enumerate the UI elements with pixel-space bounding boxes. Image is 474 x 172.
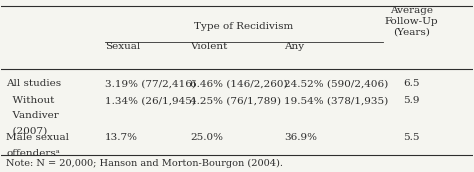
Text: 3.19% (77/2,416): 3.19% (77/2,416) — [105, 79, 196, 88]
Text: 36.9%: 36.9% — [284, 133, 317, 142]
Text: Note: N = 20,000; Hanson and Morton-Bourgon (2004).: Note: N = 20,000; Hanson and Morton-Bour… — [6, 159, 283, 168]
Text: 25.0%: 25.0% — [190, 133, 223, 142]
Text: 6.46% (146/2,260): 6.46% (146/2,260) — [190, 79, 288, 88]
Text: (2007): (2007) — [6, 127, 47, 136]
Text: 5.9: 5.9 — [403, 96, 419, 105]
Text: 24.52% (590/2,406): 24.52% (590/2,406) — [284, 79, 388, 88]
Text: 4.25% (76/1,789): 4.25% (76/1,789) — [190, 96, 281, 105]
Text: 6.5: 6.5 — [403, 79, 419, 88]
Text: 19.54% (378/1,935): 19.54% (378/1,935) — [284, 96, 388, 105]
Text: 5.5: 5.5 — [403, 133, 419, 142]
Text: 13.7%: 13.7% — [105, 133, 138, 142]
Text: Type of Recidivism: Type of Recidivism — [194, 22, 294, 31]
Text: Any: Any — [284, 42, 304, 51]
Text: Average
Follow-Up
(Years): Average Follow-Up (Years) — [384, 7, 438, 36]
Text: offendersᵃ: offendersᵃ — [6, 149, 60, 158]
Text: Male sexual: Male sexual — [6, 133, 69, 142]
Text: Violent: Violent — [190, 42, 227, 51]
Text: 1.34% (26/1,945): 1.34% (26/1,945) — [105, 96, 196, 105]
Text: Vandiver: Vandiver — [6, 111, 59, 120]
Text: All studies: All studies — [6, 79, 61, 88]
Text: Without: Without — [6, 96, 55, 105]
Text: Sexual: Sexual — [105, 42, 140, 51]
